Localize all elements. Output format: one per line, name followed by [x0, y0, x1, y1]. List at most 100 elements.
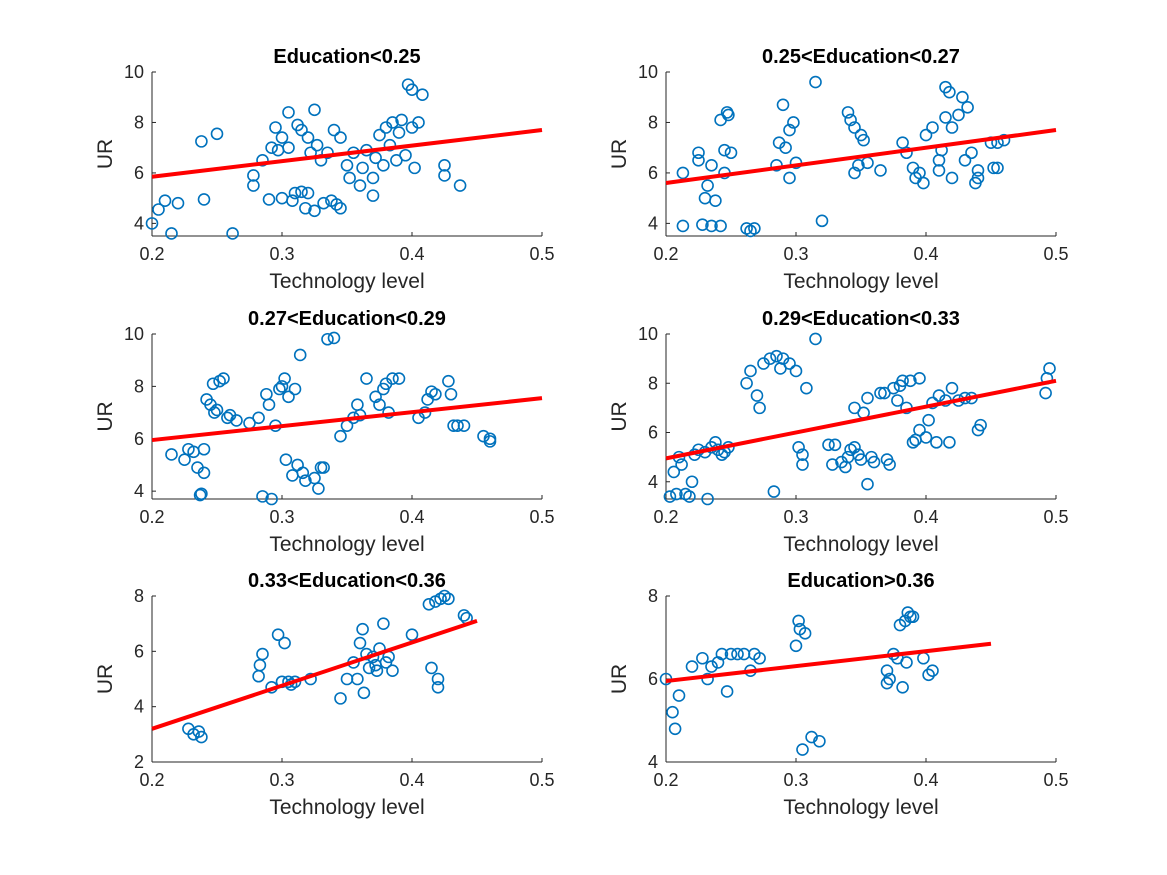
data-point	[945, 121, 959, 134]
subplot-6: 0.2 0.3 0.4 0.5 4 6 8 Education>0.36 Technology …	[608, 570, 1069, 819]
data-point	[1039, 386, 1052, 400]
data-point	[210, 403, 224, 417]
data-point	[405, 628, 419, 642]
y-tick-label: 10	[638, 324, 658, 344]
data-point	[195, 487, 208, 501]
data-point	[247, 179, 260, 192]
data-point	[861, 391, 874, 405]
x-tick-label: 0.3	[269, 507, 294, 527]
data-point	[783, 357, 796, 370]
data-point	[701, 179, 714, 192]
data-point	[848, 121, 861, 134]
subplot-title: 0.33<Education<0.36	[248, 570, 446, 592]
data-point	[171, 196, 185, 210]
y-tick-label: 4	[648, 213, 658, 233]
x-tick-label: 0.3	[783, 770, 808, 790]
data-point	[327, 331, 341, 345]
y-tick-label: 6	[648, 423, 658, 443]
data-point	[221, 411, 234, 425]
data-point	[286, 194, 299, 207]
data-point	[896, 680, 909, 694]
y-tick-label: 4	[134, 213, 144, 233]
data-point	[444, 387, 458, 401]
subplot-5: 0.2 0.3 0.4 0.5 2 4 6 8 0.33<Education<0.36 Techn…	[94, 570, 555, 819]
data-point	[310, 138, 324, 152]
data-point	[383, 138, 397, 152]
data-point	[299, 474, 312, 487]
data-point	[666, 705, 679, 719]
x-axis-label: Technology level	[269, 270, 424, 293]
data-point	[226, 227, 239, 240]
data-point	[386, 116, 399, 129]
data-point	[301, 131, 315, 144]
x-tick-label: 0.3	[269, 770, 294, 790]
data-point	[783, 123, 796, 137]
data-point	[252, 411, 265, 425]
data-point	[926, 121, 939, 134]
data-point	[800, 381, 813, 395]
x-tick-label: 0.5	[529, 507, 554, 527]
data-point	[377, 159, 390, 172]
y-tick-label: 8	[648, 112, 658, 132]
data-point	[683, 490, 696, 503]
data-point	[438, 169, 451, 182]
x-tick-label: 0.4	[913, 507, 938, 527]
data-point	[357, 686, 371, 700]
data-point	[210, 127, 224, 141]
data-point	[715, 647, 729, 661]
y-tick-label: 6	[134, 641, 144, 661]
data-point	[874, 164, 887, 177]
y-axis-label: UR	[608, 664, 631, 694]
data-point	[709, 194, 722, 207]
data-point	[442, 592, 455, 606]
data-point	[353, 179, 367, 192]
data-point	[308, 103, 321, 117]
data-point	[991, 161, 1004, 175]
data-point	[247, 169, 260, 182]
data-point	[208, 406, 221, 419]
data-point	[828, 438, 842, 452]
y-tick-label: 8	[648, 373, 658, 393]
data-point	[273, 382, 286, 396]
data-point	[431, 672, 445, 686]
data-point	[317, 196, 330, 210]
subplot-4: 0.2 0.3 0.4 0.5 4 6 8 10 0.29<Education<0.33 Tech…	[608, 308, 1069, 556]
data-point	[293, 348, 307, 362]
subplot-2: 0.2 0.3 0.4 0.5 4 6 8 10 0.25<Education<0.27 Tech…	[608, 46, 1069, 293]
data-point	[399, 148, 412, 162]
data-point	[917, 176, 930, 190]
subplot-1: 0.2 0.3 0.4 0.5 4 6 8 10 Education<0.25 Technolog…	[94, 46, 555, 293]
y-tick-label: 4	[134, 481, 144, 501]
y-axis-label: UR	[94, 664, 117, 694]
data-point	[722, 108, 735, 122]
data-point	[750, 389, 764, 402]
data-point	[282, 141, 295, 154]
x-axis-label: Technology level	[783, 796, 938, 819]
data-point	[353, 636, 367, 650]
data-point	[667, 465, 681, 479]
subplot-title: 0.25<Education<0.27	[762, 46, 960, 68]
data-point	[744, 364, 757, 378]
y-tick-label: 2	[134, 752, 144, 772]
data-point	[798, 627, 812, 640]
data-point	[373, 128, 386, 142]
data-point	[919, 431, 933, 444]
data-point	[676, 219, 690, 233]
data-point	[369, 151, 382, 165]
data-point	[919, 128, 933, 142]
data-point	[952, 108, 965, 122]
data-point	[165, 227, 178, 240]
data-point	[965, 146, 978, 160]
x-tick-label: 0.4	[399, 244, 424, 264]
y-tick-label: 10	[124, 62, 144, 82]
data-point	[457, 419, 471, 432]
x-tick-label: 0.5	[529, 770, 554, 790]
data-point	[796, 743, 809, 756]
subplot-title: Education<0.25	[273, 46, 420, 68]
data-point	[958, 154, 972, 167]
data-point	[288, 382, 302, 396]
x-tick-label: 0.2	[653, 244, 678, 264]
data-point	[848, 166, 861, 180]
data-point	[867, 455, 881, 469]
data-point	[295, 123, 308, 137]
